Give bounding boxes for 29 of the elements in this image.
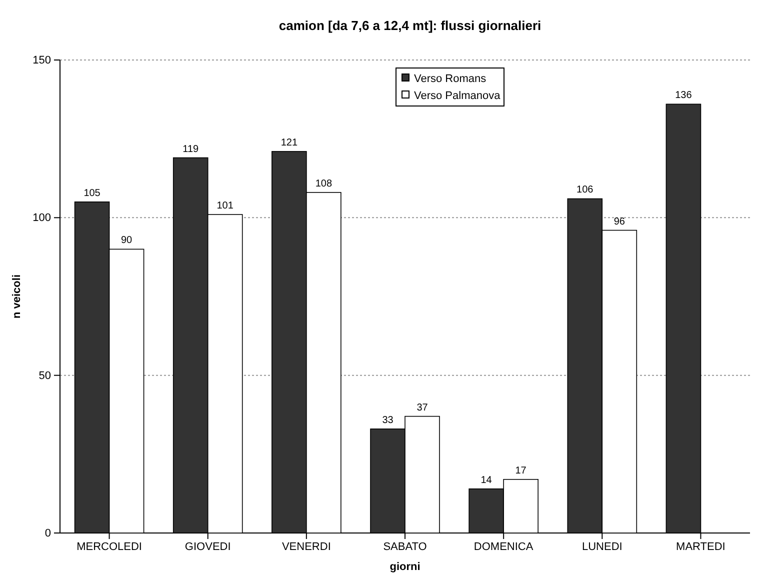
data-label: 96 <box>614 216 626 228</box>
data-label: 17 <box>515 465 527 476</box>
y-tick-label: 0 <box>44 528 51 540</box>
x-tick-label: DOMENICA <box>474 540 534 553</box>
x-tick-label: GIOVEDI <box>184 540 231 553</box>
y-axis-title: n veicoli <box>11 274 23 319</box>
data-label: 136 <box>675 90 692 102</box>
data-label: 108 <box>315 178 332 190</box>
x-tick-label: MERCOLEDI <box>76 540 142 553</box>
x-tick-label: MARTEDI <box>676 540 726 553</box>
data-label: 14 <box>480 474 492 486</box>
data-label: 90 <box>120 235 133 246</box>
x-tick-label: SABATO <box>383 540 428 553</box>
x-tick-label: LUNEDI <box>582 540 622 553</box>
data-label: 119 <box>182 144 200 155</box>
chart-title: camion [da 7,6 a 12,4 mt]: flussi giornalieri <box>278 18 542 33</box>
data-label: 37 <box>416 402 428 414</box>
legend-label: Verso Palmanova <box>414 90 502 102</box>
x-axis-title: giorni <box>390 561 420 573</box>
y-tick-label: 50 <box>38 370 51 382</box>
data-label: 101 <box>216 200 234 212</box>
y-tick-label: 150 <box>32 54 51 67</box>
legend-label: Verso Romans <box>414 73 487 85</box>
y-tick-label: 100 <box>32 212 51 224</box>
data-label: 121 <box>280 137 298 148</box>
data-label: 33 <box>382 414 394 426</box>
data-label: 106 <box>576 184 594 196</box>
data-label: 105 <box>84 188 101 199</box>
x-tick-label: VENERDI <box>282 540 331 553</box>
